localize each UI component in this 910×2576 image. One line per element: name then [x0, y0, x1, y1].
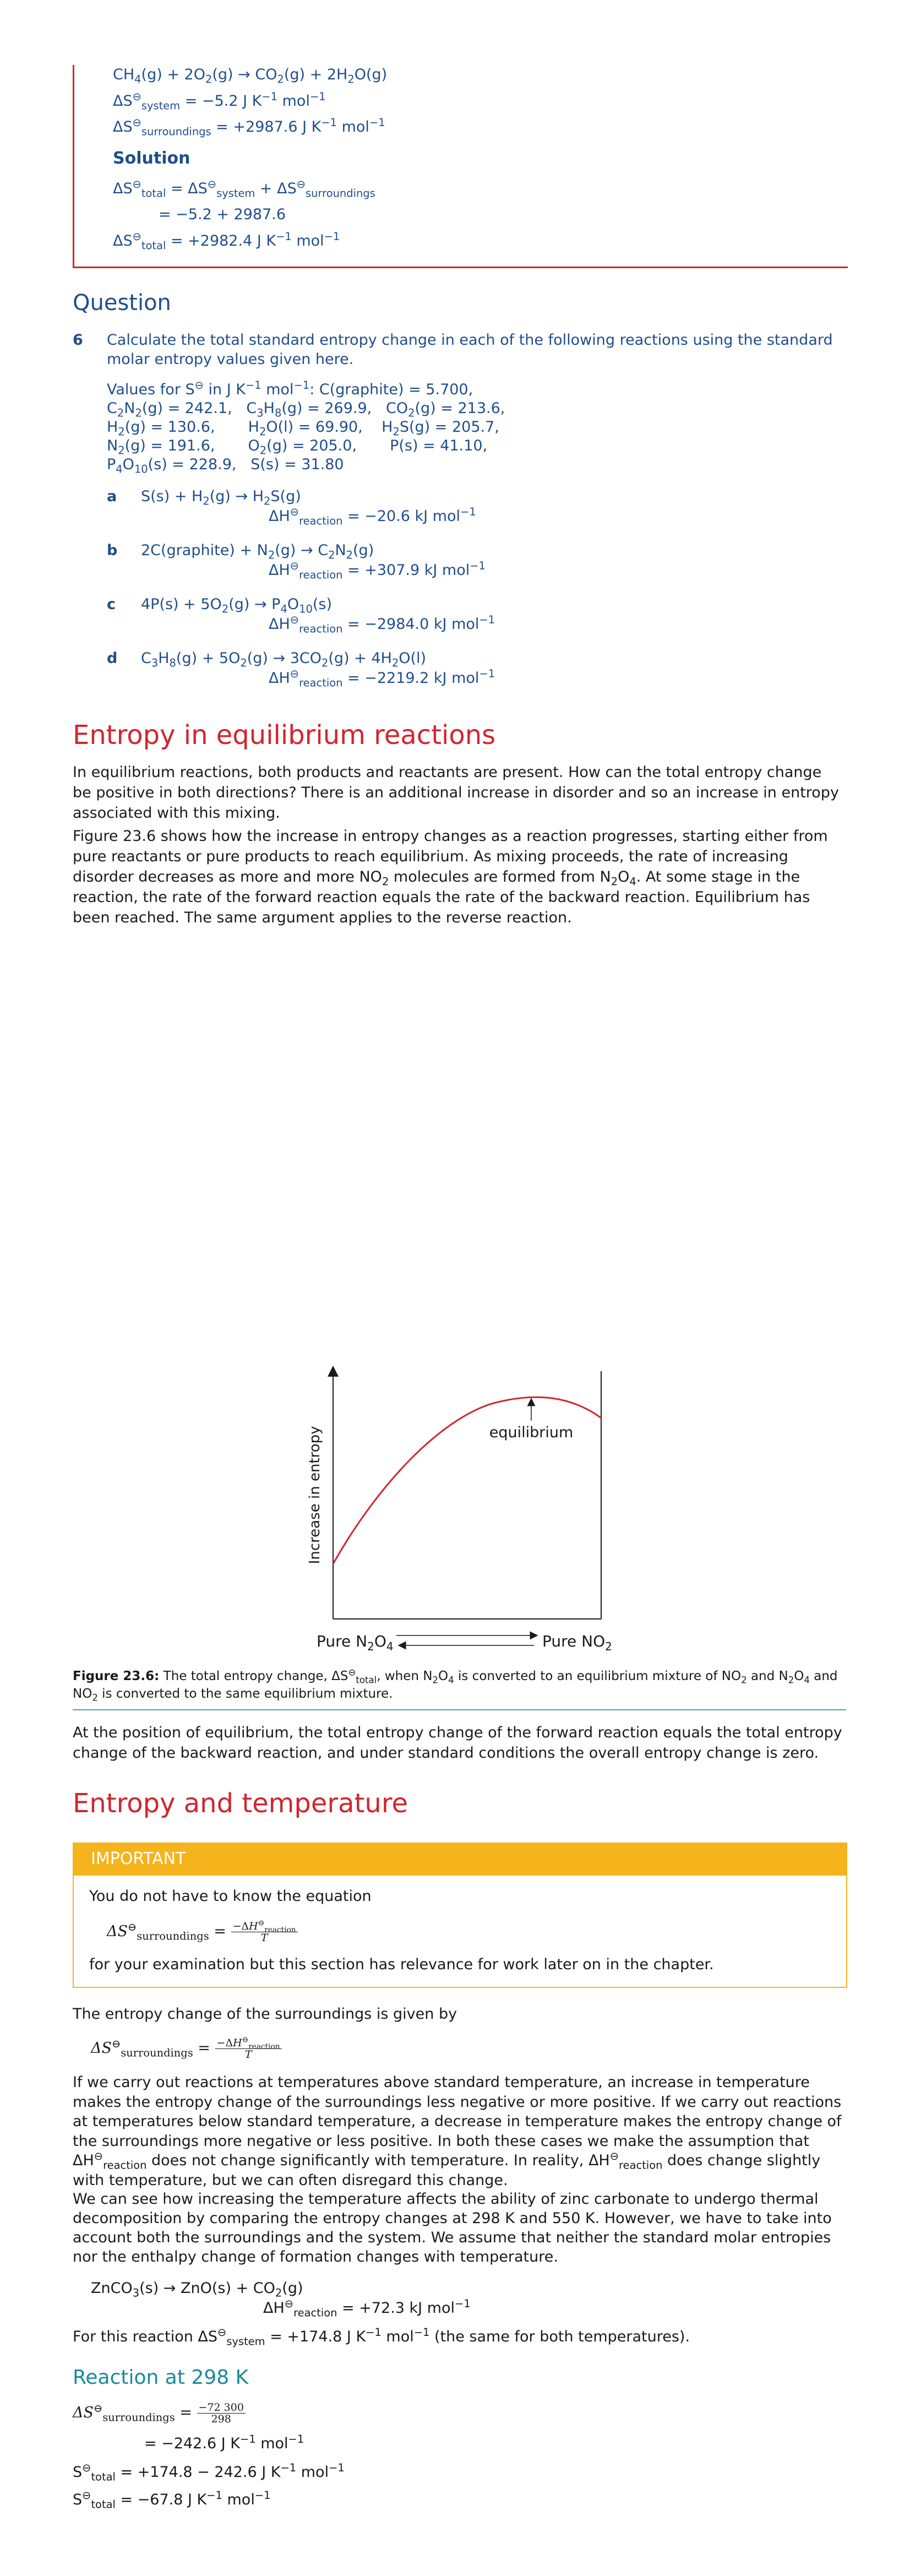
system-entropy-note: For this reaction ΔS⊖system = +174.8 J K… — [73, 2326, 690, 2348]
part-a-letter: a — [107, 488, 117, 505]
example-system-entropy: ΔS⊖system = −5.2 J K−1 mol−1 — [113, 90, 326, 112]
part-a-equation: S(s) + H2(g) → H2S(g) — [141, 488, 301, 508]
temperature-para-2: If we carry out reactions at temperature… — [73, 2074, 842, 2189]
calc-line-2: = −242.6 J K−1 mol−1 — [144, 2433, 304, 2452]
worked-example-box — [73, 65, 848, 268]
values-line-4: N2(g) = 191.6, O2(g) = 205.0, P(s) = 41.… — [107, 437, 488, 457]
example-equation: CH4(g) + 2O2(g) → CO2(g) + 2H2O(g) — [113, 66, 388, 86]
zinc-carbonate-enthalpy: ΔH⊖reaction = +72.3 kJ mol−1 — [263, 2297, 471, 2319]
part-b-enthalpy: ΔH⊖reaction = +307.9 kJ mol−1 — [269, 559, 486, 581]
part-b-equation: 2C(graphite) + N2(g) → C2N2(g) — [141, 542, 374, 562]
equilibrium-para-1: In equilibrium reactions, both products … — [73, 764, 839, 822]
x-left-label: Pure N2O4 — [317, 1632, 394, 1653]
example-surroundings-entropy: ΔS⊖surroundings = +2987.6 J K−1 mol−1 — [113, 116, 385, 138]
example-total-formula: ΔS⊖total = ΔS⊖system + ΔS⊖surroundings — [113, 178, 375, 200]
values-line-2: C2N2(g) = 242.1, C3H8(g) = 269.9, CO2(g)… — [107, 400, 505, 420]
entropy-figure: equilibrium Increase in entropy Pure N2O… — [307, 1366, 612, 1653]
temperature-para-3: We can see how increasing the temperatur… — [73, 2191, 832, 2265]
values-line-3: H2(g) = 130.6, H2O(l) = 69.90, H2S(g) = … — [107, 419, 499, 438]
part-c-equation: 4P(s) + 5O2(g) → P4O10(s) — [141, 596, 332, 616]
part-d-enthalpy: ΔH⊖reaction = −2219.2 kJ mol−1 — [269, 667, 495, 689]
important-line-2: for your examination but this section ha… — [89, 1956, 714, 1973]
part-b-letter: b — [107, 542, 118, 559]
part-d-letter: d — [107, 650, 118, 667]
calc-line-3: S⊖total = +174.8 − 242.6 J K−1 mol−1 — [73, 2461, 345, 2483]
important-equation: ΔS⊖surroundings = −ΔH⊖reaction T — [107, 1920, 298, 1943]
question-text: Calculate the total standard entropy cha… — [107, 331, 833, 368]
part-d-equation: C3H8(g) + 5O2(g) → 3CO2(g) + 4H2O(l) — [141, 650, 427, 670]
equilibrium-heading: Entropy in equilibrium reactions — [73, 720, 496, 751]
surroundings-equation: ΔS⊖surroundings = −ΔH⊖reaction T — [91, 2036, 282, 2060]
calc-line-4: S⊖total = −67.8 J K−1 mol−1 — [73, 2489, 271, 2511]
question-number: 6 — [73, 331, 83, 349]
part-c-enthalpy: ΔH⊖reaction = −2984.0 kJ mol−1 — [269, 613, 495, 635]
important-header — [73, 1843, 847, 1876]
equilibrium-label: equilibrium — [489, 1424, 574, 1441]
entropy-curve — [332, 1396, 602, 1564]
reaction-298-heading: Reaction at 298 K — [73, 2366, 249, 2389]
calc-line-1: ΔS⊖surroundings = −72 300 298 — [73, 2402, 246, 2425]
important-title: IMPORTANT — [91, 1849, 186, 1868]
equilibrium-para-2: Figure 23.6 shows how the increase in en… — [73, 828, 828, 926]
zinc-carbonate-reaction: ZnCO3(s) → ZnO(s) + CO2(g) — [91, 2280, 303, 2300]
solution-label: Solution — [113, 149, 190, 168]
equilibrium-para-3: At the position of equilibrium, the tota… — [73, 1724, 842, 1762]
x-right-label: Pure NO2 — [542, 1632, 612, 1653]
example-result: ΔS⊖total = +2982.4 J K−1 mol−1 — [113, 230, 340, 252]
figure-caption: Figure 23.6: The total entropy change, Δ… — [73, 1667, 838, 1703]
values-line-5: P4O10(s) = 228.9, S(s) = 31.80 — [107, 456, 344, 476]
y-axis-label: Increase in entropy — [307, 1426, 323, 1564]
temperature-heading: Entropy and temperature — [73, 1788, 408, 1819]
values-line-1: Values for S⊖ in J K−1 mol−1: C(graphite… — [107, 379, 473, 398]
part-a-enthalpy: ΔH⊖reaction = −20.6 kJ mol−1 — [269, 506, 476, 528]
surroundings-intro: The entropy change of the surroundings i… — [73, 2006, 457, 2023]
part-c-letter: c — [107, 596, 116, 613]
example-step: = −5.2 + 2987.6 — [159, 206, 286, 223]
question-heading: Question — [73, 290, 171, 316]
important-line-1: You do not have to know the equation — [89, 1888, 372, 1905]
caption-divider — [73, 1709, 846, 1710]
